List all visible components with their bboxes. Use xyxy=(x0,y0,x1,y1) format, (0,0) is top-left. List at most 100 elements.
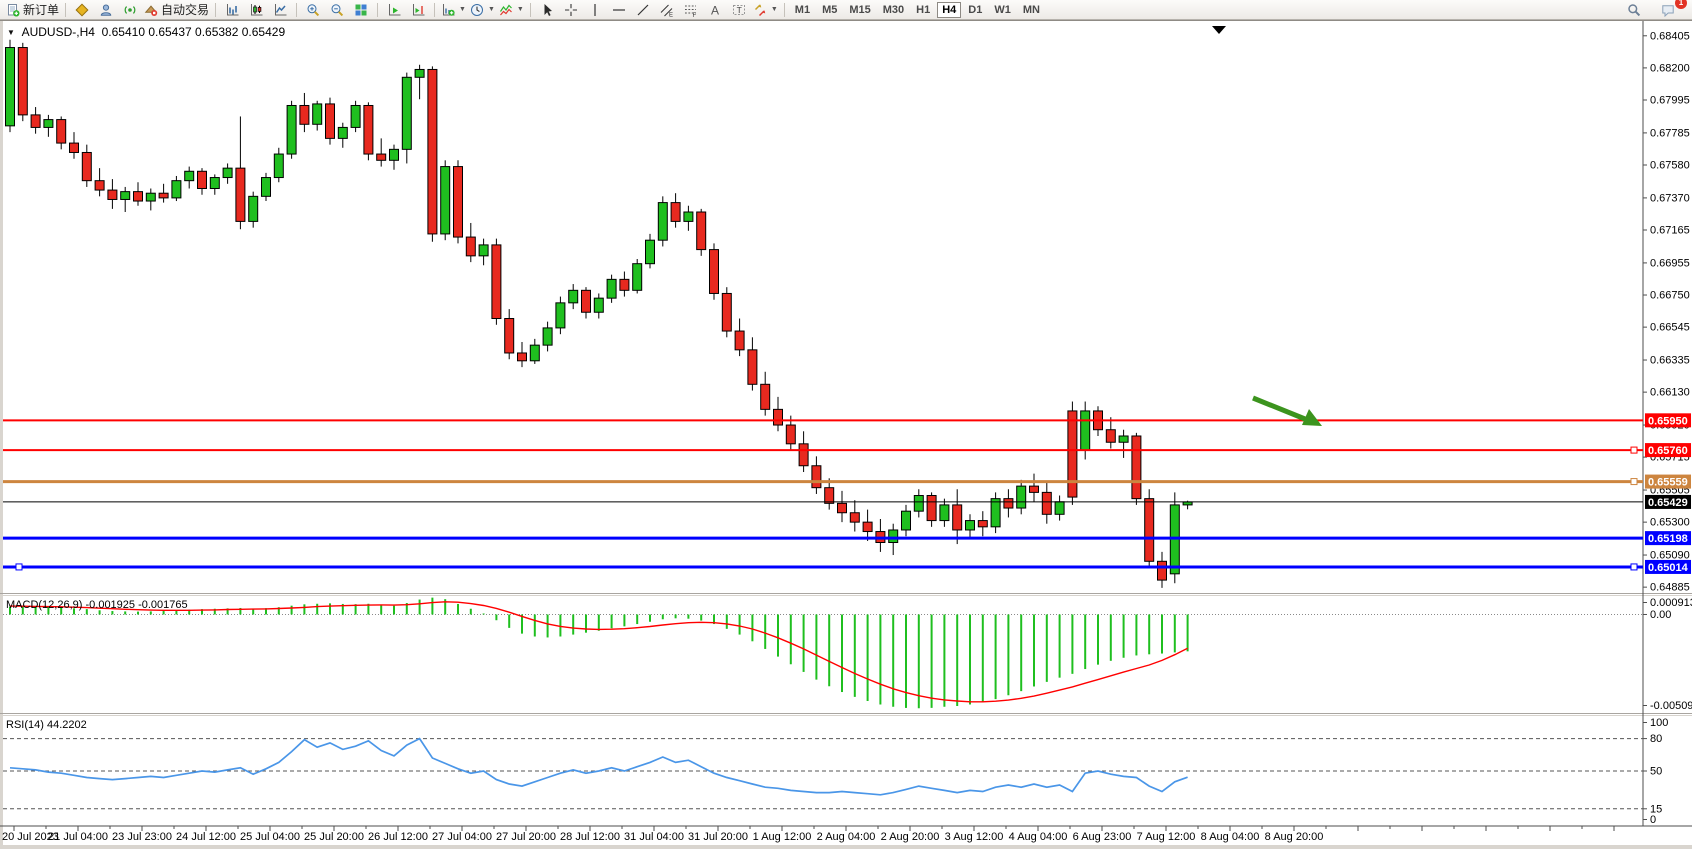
date-label: 8 Aug 20:00 xyxy=(1265,831,1324,843)
text-icon: A xyxy=(711,3,719,17)
macd-signal-line xyxy=(9,601,1188,703)
crosshair-button[interactable] xyxy=(559,1,583,19)
svg-text:E: E xyxy=(669,12,673,17)
price-badge-0.65760: 0.65760 xyxy=(1648,445,1688,457)
tf-button-D1[interactable]: D1 xyxy=(968,3,983,16)
line-handle[interactable] xyxy=(1630,563,1638,571)
symbol-period-label: AUDUSD-,H4 xyxy=(21,25,95,39)
date-label: 2 Aug 20:00 xyxy=(881,831,940,843)
trend-line-button[interactable] xyxy=(631,1,655,19)
broadcast-button[interactable] xyxy=(118,1,142,19)
indicators-menu-button[interactable]: ▼ xyxy=(497,1,526,19)
tf-button-M15[interactable]: M15 xyxy=(849,3,871,16)
navigator-button[interactable] xyxy=(94,1,118,19)
date-label: 31 Jul 20:00 xyxy=(688,831,748,843)
vertical-line-button[interactable] xyxy=(583,1,607,19)
chevron-down-icon[interactable]: ▼ xyxy=(459,6,466,13)
price-badge-0.65014: 0.65014 xyxy=(1648,562,1689,574)
notifications-button[interactable]: 1 xyxy=(1656,0,1687,19)
chart-shift-button[interactable] xyxy=(406,1,430,19)
rsi-indicator-label: RSI(14) 44.2202 xyxy=(6,719,87,731)
date-label: 2 Aug 04:00 xyxy=(817,831,876,843)
tf-button-M5[interactable]: M5 xyxy=(822,3,838,16)
periods-icon xyxy=(470,3,483,16)
price-tick-label: 0.66750 xyxy=(1650,290,1690,302)
rsi-axis-label: 0 xyxy=(1650,814,1656,826)
auto-trading-button[interactable]: 自动交易 xyxy=(142,1,211,19)
search-icon xyxy=(1628,3,1641,16)
price-tick-label: 0.68405 xyxy=(1650,30,1690,42)
new-order-button[interactable]: 新订单 xyxy=(4,1,61,19)
toolbar-separator xyxy=(296,2,298,17)
date-label: 1 Aug 12:00 xyxy=(753,831,812,843)
toolbar-separator xyxy=(434,2,436,17)
auto-scroll-button[interactable] xyxy=(382,1,406,19)
new-chart-button[interactable]: ▼ xyxy=(439,1,468,19)
collapse-arrow-icon[interactable]: ▼ xyxy=(7,28,15,37)
bar-chart-button[interactable] xyxy=(220,1,244,19)
ohlc-values: 0.65410 0.65437 0.65382 0.65429 xyxy=(101,25,286,39)
toolbar-buttons: 新订单 自动交易 ▼ ▼ ▼ E F A T ▼ xyxy=(4,1,789,19)
notifications-icon xyxy=(1662,4,1674,17)
line-chart-button[interactable] xyxy=(268,1,292,19)
chart-title: ▼ AUDUSD-,H4 0.65410 0.65437 0.65382 0.6… xyxy=(7,25,285,39)
svg-text:T: T xyxy=(736,5,741,15)
auto-trading-label: 自动交易 xyxy=(161,3,210,17)
market-watch-button[interactable] xyxy=(70,1,94,19)
new-chart-icon xyxy=(443,3,455,16)
chevron-down-icon[interactable]: ▼ xyxy=(770,6,778,13)
zoom-out-button[interactable] xyxy=(325,1,349,19)
price-tick-label: 0.68200 xyxy=(1650,62,1690,74)
rsi-line xyxy=(9,737,1188,796)
line-handle[interactable] xyxy=(1630,446,1638,454)
chevron-down-icon[interactable]: ▼ xyxy=(487,6,495,13)
tf-button-H1[interactable]: H1 xyxy=(916,3,931,16)
chevron-down-icon[interactable]: ▼ xyxy=(516,6,524,13)
date-label: 25 Jul 20:00 xyxy=(304,831,364,843)
macd-axis-label: 0.00 xyxy=(1650,609,1671,621)
tile-windows-button[interactable] xyxy=(349,1,373,19)
tf-button-M30[interactable]: M30 xyxy=(882,3,905,16)
price-badge-0.65559: 0.65559 xyxy=(1648,477,1688,489)
svg-text:A: A xyxy=(711,3,719,17)
rsi-axis-label: 50 xyxy=(1650,766,1662,778)
price-tick-label: 0.67995 xyxy=(1650,95,1690,107)
chart-canvas[interactable]: 0.68405 0.68200 0.67995 0.67785 0.67580 0.673… xyxy=(0,20,1692,849)
text-button[interactable]: A xyxy=(703,1,727,19)
cursor-button[interactable] xyxy=(535,1,559,19)
indicators-menu-icon xyxy=(499,4,512,15)
zoom-in-button[interactable] xyxy=(301,1,325,19)
equidistant-channel-button[interactable]: E xyxy=(655,1,679,19)
fibonacci-icon: F xyxy=(684,5,696,17)
line-handle[interactable] xyxy=(15,563,23,571)
price-badges: 0.65950 0.65760 0.65559 0.65429 0.65198 0.650… xyxy=(1645,413,1691,574)
date-label: 27 Jul 04:00 xyxy=(432,831,492,843)
tf-button-W1[interactable]: W1 xyxy=(994,3,1011,16)
annotation-arrow[interactable] xyxy=(1252,395,1322,426)
tf-button-H4[interactable]: H4 xyxy=(937,1,962,18)
horizontal-line-button[interactable] xyxy=(607,1,631,19)
price-badge-0.65950: 0.65950 xyxy=(1648,415,1688,427)
fibonacci-button[interactable]: F xyxy=(679,1,703,19)
date-label: 7 Aug 12:00 xyxy=(1137,831,1196,843)
periods-button[interactable]: ▼ xyxy=(468,1,497,19)
horizontal-price-lines[interactable] xyxy=(3,419,1643,571)
horizontal-line-icon xyxy=(612,8,625,11)
price-tick-label: 0.67785 xyxy=(1650,127,1690,139)
search-button[interactable] xyxy=(1622,1,1646,19)
line-handle[interactable] xyxy=(1630,478,1638,486)
panel-separators[interactable] xyxy=(0,593,1692,716)
broadcast-icon xyxy=(124,5,136,14)
tf-button-MN[interactable]: MN xyxy=(1022,3,1040,16)
date-label: 25 Jul 04:00 xyxy=(240,831,300,843)
chart-background xyxy=(0,20,1692,849)
date-label: 20 Jul 2023 xyxy=(2,831,59,843)
candle-chart-button[interactable] xyxy=(244,1,268,19)
text-label-button[interactable]: T xyxy=(727,1,751,19)
toolbar-separator xyxy=(783,2,785,17)
chart-shift-marker[interactable] xyxy=(1212,26,1226,34)
tf-button-M1[interactable]: M1 xyxy=(794,3,811,16)
arrows-button[interactable]: ▼ xyxy=(751,1,780,19)
